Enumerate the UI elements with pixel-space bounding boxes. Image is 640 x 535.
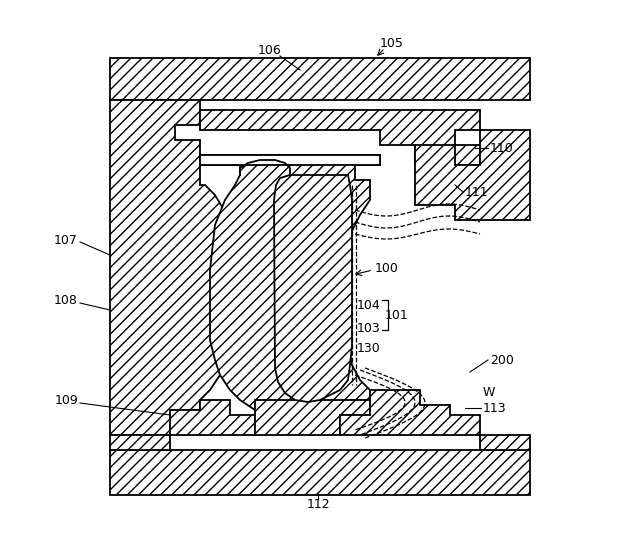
Text: 101: 101 [385, 309, 409, 322]
Text: W: W [483, 386, 495, 400]
Text: 111: 111 [465, 186, 488, 198]
Polygon shape [110, 100, 235, 435]
Polygon shape [274, 175, 352, 402]
Text: 106: 106 [258, 43, 282, 57]
Text: 113: 113 [483, 401, 507, 415]
Text: 109: 109 [54, 394, 78, 407]
Text: 107: 107 [54, 233, 78, 247]
Text: 110: 110 [490, 141, 514, 155]
Polygon shape [110, 58, 530, 100]
Polygon shape [110, 450, 530, 495]
Polygon shape [255, 400, 370, 435]
Polygon shape [340, 390, 480, 435]
Text: 104: 104 [357, 299, 381, 311]
Polygon shape [170, 400, 255, 435]
Polygon shape [200, 110, 480, 165]
Polygon shape [200, 155, 380, 165]
Text: 100: 100 [375, 262, 399, 274]
Text: 130: 130 [357, 341, 381, 355]
Polygon shape [480, 435, 530, 450]
Text: 105: 105 [380, 36, 404, 50]
Text: 200: 200 [490, 354, 514, 366]
Text: 103: 103 [357, 322, 381, 334]
Text: 108: 108 [54, 294, 78, 307]
Polygon shape [200, 155, 380, 415]
Text: 112: 112 [306, 499, 330, 511]
Polygon shape [110, 435, 170, 450]
Polygon shape [415, 130, 530, 220]
